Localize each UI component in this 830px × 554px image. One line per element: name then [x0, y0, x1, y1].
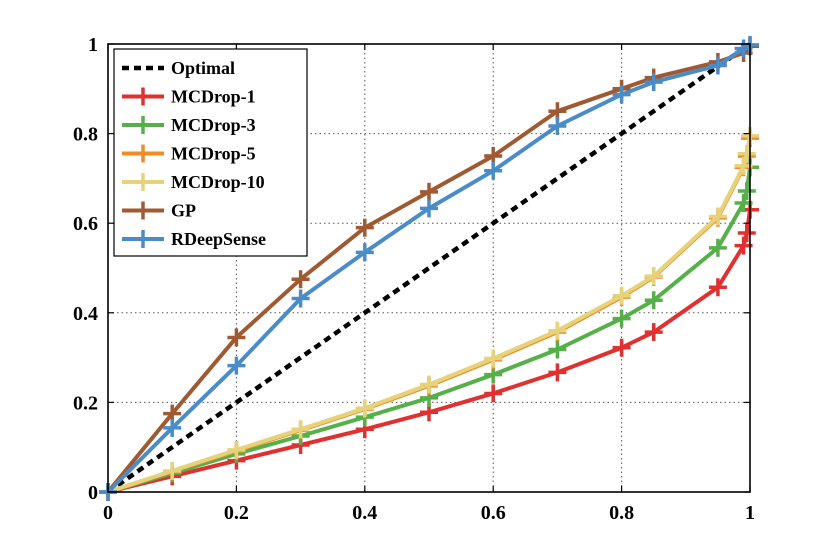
y-tick-label: 0 [88, 482, 98, 504]
series-mcdrop-10 [99, 126, 759, 501]
series-rdeepsense [99, 35, 759, 501]
series-layer [99, 35, 759, 501]
series-optimal [106, 42, 752, 494]
legend: Optimal MCDrop-1 MCDrop-3 MCDrop-5 MCDrop-10… [113, 48, 308, 257]
series-line-mcdrop-3 [107, 166, 752, 494]
x-tick-label: 0.8 [609, 502, 634, 524]
legend-label-gp: GP [171, 201, 196, 221]
y-tick-label: 1 [88, 34, 98, 56]
y-tick-label: 0.8 [73, 124, 98, 146]
axis-layer: 0 0.2 0.4 0.6 0.8 1 0 0.2 0.4 0.6 0.8 1 [73, 34, 755, 524]
x-tick-label: 1 [745, 502, 755, 524]
legend-label-mcdrop-3: MCDrop-3 [171, 115, 256, 135]
x-tick-label: 0.6 [481, 502, 506, 524]
y-tick-label: 0.6 [73, 213, 98, 235]
series-line-optimal [106, 42, 752, 494]
x-tick-label: 0 [103, 502, 113, 524]
y-tick-label: 0.4 [73, 303, 98, 325]
plot-frame [107, 43, 751, 493]
y-tick-label: 0.2 [73, 392, 98, 414]
series-line-mcdrop-10 [107, 135, 752, 494]
legend-label-mcdrop-1: MCDrop-1 [171, 87, 256, 107]
legend-label-optimal: Optimal [171, 58, 235, 78]
legend-label-mcdrop-5: MCDrop-5 [171, 144, 256, 164]
x-tick-label: 0.2 [224, 502, 249, 524]
x-tick-label: 0.4 [352, 502, 377, 524]
legend-label-mcdrop-10: MCDrop-10 [171, 172, 265, 192]
legend-label-rdeepsense: RDeepSense [171, 229, 266, 249]
series-line-mcdrop-1 [107, 209, 752, 494]
